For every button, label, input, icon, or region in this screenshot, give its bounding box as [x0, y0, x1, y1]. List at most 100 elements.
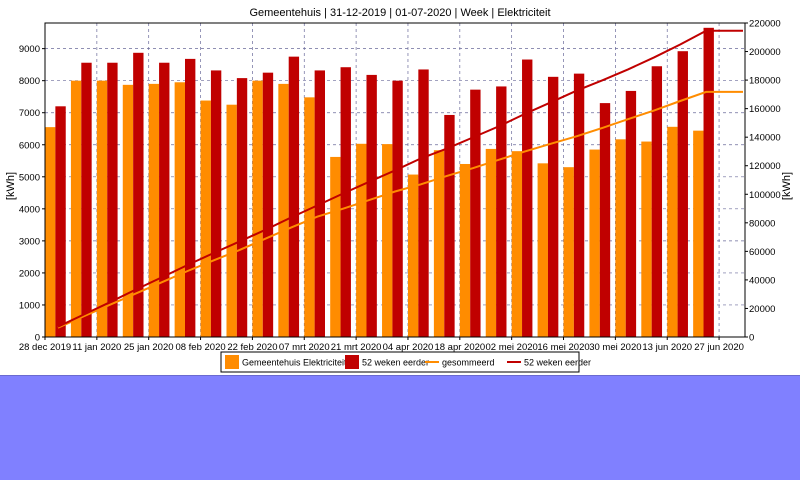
bar-previous	[288, 56, 300, 338]
bar-current	[252, 80, 263, 338]
bar-previous	[599, 103, 611, 337]
x-tick-label: 04 apr 2020	[383, 342, 434, 353]
bar-previous	[547, 76, 559, 337]
y-axis-right: 0 20000 40000 60000 80000 100000 120000 140000 1…	[745, 19, 781, 344]
bar-current	[511, 151, 523, 337]
x-tick-label: 27 jun 2020	[694, 342, 744, 353]
bar-previous	[444, 114, 455, 337]
bar-previous	[262, 72, 274, 337]
y2-tick-label: 0	[749, 333, 754, 344]
y-tick-label: 5000	[19, 172, 40, 183]
x-tick-label: 11 jan 2020	[72, 342, 121, 353]
bar-previous	[55, 106, 66, 337]
bar-previous	[625, 90, 637, 337]
bar-previous	[366, 74, 377, 337]
x-tick-label: 02 mei 2020	[486, 342, 538, 353]
x-tick-label: 25 jan 2020	[124, 342, 174, 353]
legend-swatch	[225, 355, 239, 369]
bar-previous	[236, 78, 248, 338]
bar-previous	[496, 86, 507, 337]
bar-previous	[418, 69, 429, 338]
y-tick-label: 2000	[19, 268, 40, 279]
bar-current	[382, 144, 393, 337]
bar-previous	[573, 73, 585, 338]
bar-current	[641, 141, 652, 337]
bar-previous	[107, 62, 118, 337]
x-tick-label: 13 jun 2020	[642, 342, 692, 353]
line-cumulative-current	[57, 90, 743, 329]
y-tick-label: 1000	[19, 300, 40, 311]
bar-current	[122, 84, 134, 337]
x-tick-label: 16 mei 2020	[537, 342, 589, 353]
bar-current	[70, 80, 82, 338]
chart-panel: Gemeentehuis | 31-12-2019 | 01-07-2020 |…	[0, 0, 800, 376]
bar-previous	[340, 67, 351, 338]
bar-current	[485, 148, 497, 337]
bar-previous	[81, 62, 92, 337]
bar-previous	[185, 58, 196, 338]
y2-tick-label: 20000	[749, 304, 775, 315]
x-tick-label: 22 feb 2020	[227, 342, 277, 353]
y2-axis-label: [kWh]	[781, 172, 793, 200]
bar-previous	[703, 27, 714, 337]
bar-current	[433, 150, 445, 337]
x-tick-label: 07 mrt 2020	[279, 342, 330, 353]
y-tick-label: 7000	[19, 108, 40, 119]
x-axis: 28 dec 2019 11 jan 2020 25 jan 2020 08 feb …	[19, 337, 744, 353]
y-axis-left: 0 1000 2000 3000 4000 5000 6000 7000 8000 9000	[19, 44, 45, 344]
y2-tick-label: 80000	[749, 218, 775, 229]
bar-previous	[470, 89, 481, 337]
bar-current	[278, 83, 289, 337]
y2-tick-label: 200000	[749, 47, 781, 58]
bar-current	[200, 100, 211, 337]
plot-frame	[44, 22, 746, 338]
x-tick-label: 28 dec 2019	[19, 342, 71, 353]
x-tick-label: 18 apr 2020	[434, 342, 485, 353]
bars	[45, 27, 714, 338]
y2-tick-label: 60000	[749, 247, 775, 258]
bar-current	[226, 104, 237, 338]
y-tick-label: 8000	[19, 76, 40, 87]
bar-current	[174, 82, 185, 337]
bar-current	[330, 156, 341, 337]
y2-tick-label: 160000	[749, 104, 781, 115]
bar-previous	[651, 66, 663, 338]
bar-current	[96, 80, 108, 338]
y-tick-label: 9000	[19, 44, 40, 55]
bar-previous	[159, 62, 170, 337]
bar-previous	[677, 51, 688, 337]
legend-swatch	[345, 355, 359, 369]
chart: Gemeentehuis | 31-12-2019 | 01-07-2020 |…	[5, 7, 793, 373]
y-tick-label: 3000	[19, 236, 40, 247]
x-tick-label: 08 feb 2020	[175, 342, 225, 353]
legend: Gemeentehuis Elektriciteit 52 weken eerde…	[220, 351, 591, 373]
y2-tick-label: 180000	[749, 76, 781, 87]
bar-previous	[522, 59, 533, 338]
y2-tick-label: 140000	[749, 133, 781, 144]
y2-tick-label: 40000	[749, 275, 775, 286]
bar-previous	[133, 52, 144, 337]
bar-current	[45, 127, 56, 337]
bar-current	[148, 83, 160, 337]
bar-current	[693, 130, 704, 337]
line-cumulative-previous	[57, 29, 743, 328]
bar-previous	[392, 80, 403, 338]
x-tick-label: 30 mei 2020	[589, 342, 641, 353]
bar-current	[407, 174, 419, 337]
y2-tick-label: 100000	[749, 190, 781, 201]
y-axis-label: [kWh]	[5, 172, 17, 200]
chart-title: Gemeentehuis | 31-12-2019 | 01-07-2020 |…	[249, 7, 550, 19]
bar-current	[304, 97, 315, 338]
bar-current	[459, 163, 471, 337]
bar-current	[615, 139, 626, 337]
legend-label: 52 weken eerder	[524, 358, 591, 368]
y-tick-label: 0	[35, 333, 40, 344]
lower-background	[0, 376, 800, 480]
bar-previous	[210, 70, 222, 337]
y2-tick-label: 220000	[749, 19, 781, 30]
cumulative-lines	[57, 29, 743, 329]
bar-current	[589, 149, 600, 337]
legend-label: 52 weken eerder	[362, 358, 429, 368]
x-tick-label: 21 mrt 2020	[331, 342, 382, 353]
bar-current	[537, 163, 548, 337]
